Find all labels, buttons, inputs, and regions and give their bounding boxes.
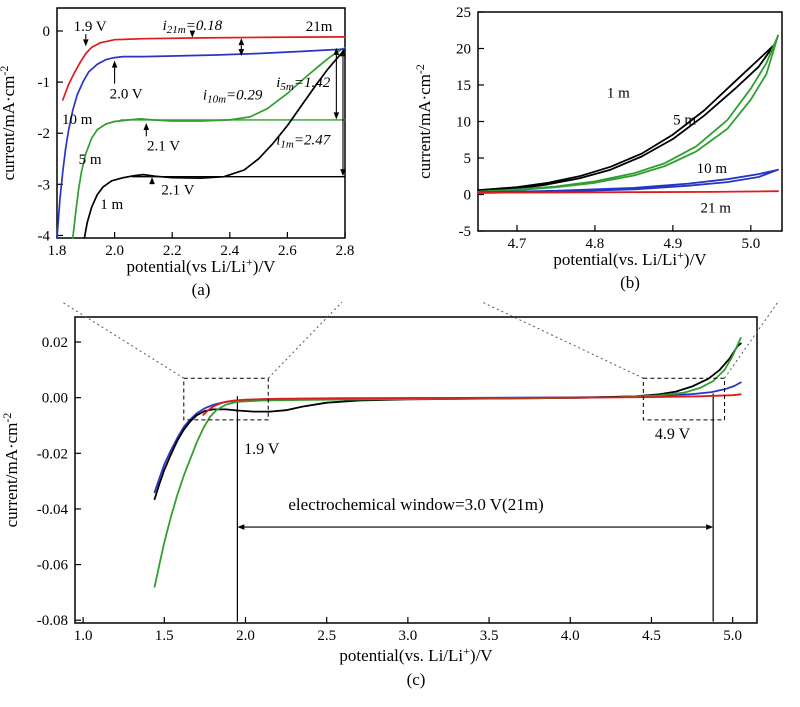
- y-tick-label: 0: [464, 188, 472, 204]
- x-tick-label: 1.8: [48, 243, 67, 259]
- x-tick-label: 2.8: [336, 243, 355, 259]
- curve-c-1m: [153, 342, 742, 501]
- panel-letter: (b): [620, 273, 640, 292]
- x-tick-label: 4.5: [642, 628, 661, 644]
- curve-b-5m: [477, 34, 780, 193]
- annotation-text: 1.9 V: [74, 19, 107, 35]
- y-tick-label: 20: [456, 42, 471, 58]
- x-tick-label: 4.9: [663, 236, 682, 252]
- annotation-text: electrochemical window=3.0 V(21m): [288, 495, 543, 514]
- y-tick-label: 0.00: [42, 391, 68, 407]
- y-tick-label: -2: [38, 126, 51, 142]
- annotation-text: 10 m: [62, 112, 93, 128]
- y-tick-label: -0.02: [37, 446, 68, 462]
- panel-c-chart: 1.0 1.5 2.0 2.5 3.0 3.5 4.0 4.5 5.0 0.02 0.00 -0.02…: [0, 316, 758, 689]
- x-tick-label: 3.5: [480, 628, 499, 644]
- x-tick-label: 2.0: [236, 628, 255, 644]
- curve-a-10m: [56, 48, 346, 239]
- y-axis-label: current/mA·cm-2: [0, 413, 21, 528]
- y-tick-label: 25: [456, 5, 471, 21]
- annotation-text: 5 m: [673, 112, 696, 128]
- annotation-text: 2.0 V: [110, 86, 143, 102]
- x-tick-label: 2.0: [105, 243, 124, 259]
- annotation-text: i5m=1.42: [276, 75, 330, 93]
- annotation-text: 21 m: [701, 201, 732, 217]
- x-tick-label: 5.0: [741, 236, 760, 252]
- x-axis-label: potential(vs. Li/Li+)/V: [553, 248, 707, 269]
- curve-c-21m: [202, 393, 742, 416]
- y-tick-label: 10: [456, 115, 471, 131]
- x-tick-label: 1.5: [155, 628, 174, 644]
- x-tick-label: 2.6: [278, 243, 297, 259]
- annotation-text: 4.9 V: [655, 426, 691, 443]
- x-axis-label: potential(vs Li/Li+)/V: [127, 255, 277, 276]
- panel-b-chart: 4.7 4.8 4.9 5.0 25 20 15 10 5 0 -5 potential(vs. Li…: [413, 5, 783, 292]
- annotation-text: 2.1 V: [161, 182, 194, 198]
- y-tick-label: 0: [43, 24, 51, 40]
- y-tick-label: -0.04: [37, 502, 69, 518]
- y-tick-label: -0.08: [37, 613, 68, 629]
- annotation-text: 1 m: [100, 197, 123, 213]
- curve-b-10m: [477, 168, 780, 194]
- y-tick-label: -1: [38, 75, 51, 91]
- annotation-text: 10 m: [697, 161, 728, 177]
- annotation-text: i21m=0.18: [163, 18, 223, 36]
- x-tick-label: 5.0: [723, 628, 742, 644]
- annotation-text: 1.9 V: [244, 441, 280, 458]
- curve-c-5m: [153, 337, 742, 588]
- annotation-text: i1m=2.47: [276, 132, 331, 150]
- y-axis-label: current/mA·cm-2: [0, 66, 18, 181]
- x-tick-label: 2.4: [220, 243, 239, 259]
- y-axis-label: current/mA·cm-2: [413, 64, 434, 179]
- x-tick-label: 3.0: [399, 628, 418, 644]
- y-tick-label: -0.06: [37, 558, 69, 574]
- zoom-region-box: [642, 377, 726, 421]
- x-tick-label: 1.0: [74, 628, 93, 644]
- curve-b-21m: [477, 190, 780, 194]
- y-tick-label: -5: [459, 224, 472, 240]
- y-tick-label: -4: [38, 228, 51, 244]
- panel-a-chart: 1.8 2.0 2.2 2.4 2.6 2.8 0 -1 -2 -3 -4 potential(vs …: [0, 7, 355, 299]
- curve-a-1m: [83, 48, 346, 239]
- x-tick-label: 4.0: [561, 628, 580, 644]
- curve-a-5m: [71, 47, 346, 239]
- x-tick-label: 4.8: [586, 236, 605, 252]
- x-axis-label: potential(vs. Li/Li+)/V: [339, 644, 493, 665]
- y-tick-label: -3: [38, 177, 51, 193]
- annotation-text: i10m=0.29: [203, 87, 263, 105]
- y-tick-label: 0.02: [42, 335, 68, 351]
- annotation-text: 1 m: [607, 85, 630, 101]
- panel-letter: (a): [192, 280, 211, 299]
- annotation-text: 21m: [306, 19, 333, 35]
- curve-a-21m: [61, 36, 346, 101]
- x-tick-label: 4.7: [508, 236, 527, 252]
- x-tick-label: 2.2: [163, 243, 182, 259]
- y-tick-label: 5: [464, 151, 472, 167]
- zoom-region-box: [183, 377, 269, 421]
- annotation-text: 5 m: [79, 152, 102, 168]
- panel-letter: (c): [407, 670, 426, 689]
- y-tick-label: 15: [456, 78, 471, 94]
- x-tick-label: 2.5: [317, 628, 336, 644]
- annotation-text: 2.1 V: [147, 138, 180, 154]
